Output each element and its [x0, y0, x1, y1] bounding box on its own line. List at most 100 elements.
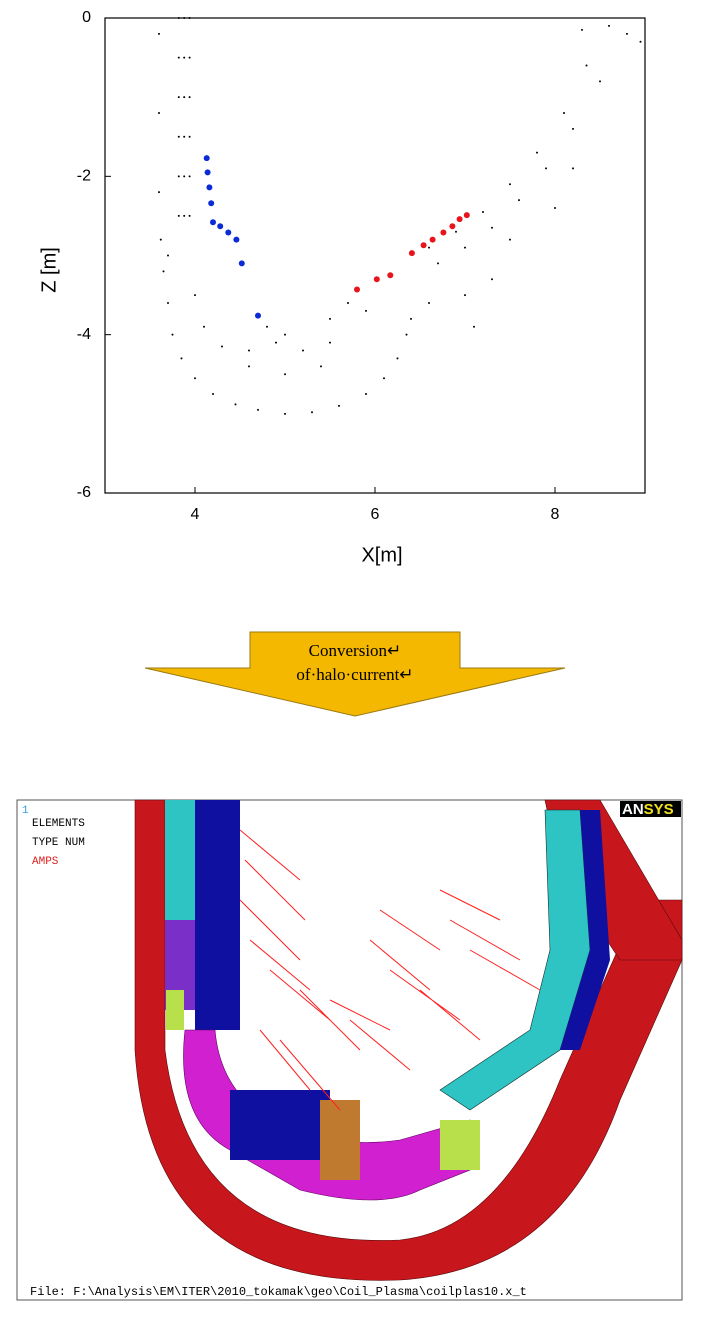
x-tick-label: 6: [371, 506, 380, 523]
point: [626, 32, 628, 35]
point: [203, 155, 210, 162]
point: [405, 333, 408, 336]
point: [284, 373, 286, 376]
file-path: File: F:\Analysis\EM\ITER\2010_tokamak\g…: [30, 1285, 527, 1299]
point: [387, 272, 394, 279]
point: [177, 135, 180, 138]
logo-part: SYS: [644, 801, 674, 818]
plot-frame: [104, 17, 646, 494]
point: [284, 412, 286, 415]
point: [248, 349, 250, 352]
arrow-label: of·halo·current↵: [296, 665, 413, 684]
point: [302, 349, 304, 352]
point: [177, 17, 180, 19]
point: [396, 357, 399, 360]
point: [491, 226, 493, 229]
y-axis-title: Z [m]: [38, 247, 60, 293]
point: [167, 254, 169, 257]
point: [206, 184, 213, 191]
point: [225, 229, 232, 236]
point: [338, 404, 340, 407]
point: [188, 56, 191, 59]
legend-line: TYPE NUM: [32, 837, 85, 849]
point: [255, 312, 261, 319]
point: [212, 393, 214, 396]
point: [183, 135, 186, 138]
point: [463, 212, 470, 219]
point: [563, 112, 565, 114]
point: [177, 214, 180, 217]
arrow-label: Conversion↵: [309, 641, 402, 660]
point: [183, 96, 186, 99]
point: [210, 219, 216, 226]
point: [410, 317, 412, 320]
point: [177, 96, 180, 99]
current-vectors: [239, 829, 541, 1111]
point: [383, 377, 385, 380]
point: [585, 64, 588, 67]
ansys-render: 1 ELEMENTS TYPE NUM AMPS ANSYS File: F:\…: [16, 799, 683, 1301]
point: [365, 393, 367, 396]
point: [554, 207, 556, 209]
point: [449, 223, 456, 230]
point: [581, 28, 583, 31]
point: [266, 325, 268, 328]
point: [183, 175, 186, 178]
point: [572, 127, 574, 130]
point: [365, 309, 367, 312]
point: [437, 262, 439, 265]
point: [171, 333, 174, 336]
point: [183, 56, 186, 59]
point: [639, 40, 642, 43]
point: [188, 96, 191, 99]
point: [518, 199, 520, 202]
point: [420, 242, 427, 249]
point: [354, 286, 360, 293]
cyan-part: [439, 809, 591, 1111]
point: [257, 408, 259, 411]
point: [429, 236, 436, 243]
arrow-shape: [144, 631, 566, 717]
legend-line: AMPS: [32, 856, 59, 868]
point: [194, 377, 196, 380]
x-tick-label: 8: [551, 506, 560, 523]
point: [373, 276, 380, 283]
point: [509, 183, 511, 186]
point: [234, 403, 237, 406]
block: [165, 800, 195, 920]
point: [329, 341, 331, 344]
point: [188, 214, 191, 217]
block: [166, 990, 184, 1030]
point: [428, 302, 430, 304]
point: [194, 294, 196, 297]
point: [608, 24, 610, 27]
block: [440, 1120, 480, 1170]
point: [408, 250, 415, 257]
point: [180, 357, 183, 360]
point: [428, 246, 430, 249]
y-tick-label: 0: [82, 9, 91, 26]
point: [217, 223, 224, 230]
point: [177, 56, 180, 59]
conversion-arrow: Conversion↵ of·halo·current↵: [144, 631, 566, 717]
point: [482, 210, 484, 213]
point: [238, 260, 245, 267]
point: [159, 238, 162, 241]
x-tick-label: 4: [191, 506, 200, 523]
point: [464, 246, 466, 249]
point: [158, 112, 160, 114]
x-axis-title: X[m]: [361, 544, 402, 566]
blue-part: [560, 810, 610, 1050]
point: [536, 151, 538, 154]
point: [311, 411, 313, 414]
point: [491, 278, 493, 281]
block: [195, 800, 240, 1030]
point: [158, 191, 160, 194]
window-number: 1: [22, 805, 29, 817]
point: [204, 169, 211, 176]
block: [320, 1100, 360, 1180]
point: [455, 230, 457, 233]
point: [347, 302, 349, 304]
point: [158, 32, 160, 35]
point: [188, 175, 191, 178]
